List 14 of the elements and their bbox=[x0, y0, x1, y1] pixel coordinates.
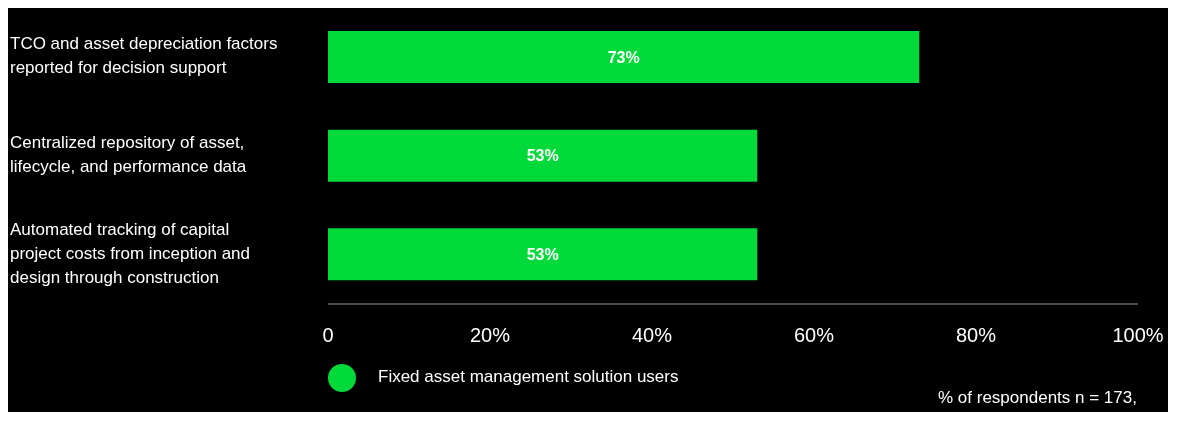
legend-label: Fixed asset management solution users bbox=[378, 367, 679, 387]
x-tick-label: 100% bbox=[1112, 324, 1164, 346]
text: % of respondents n = 173, bbox=[938, 388, 1137, 408]
y-tick-label: Automated tracking of capital project costs from inception and design through construction bbox=[10, 220, 251, 288]
y-tick-label: Centralized repository of asset, lifecycle, and performance data bbox=[10, 133, 247, 177]
x-tick-label: 20% bbox=[469, 324, 511, 346]
x-tick-label: 80% bbox=[955, 324, 997, 346]
x-tick-label: 0 bbox=[322, 324, 334, 346]
x-tick-label: 40% bbox=[631, 324, 673, 346]
y-tick-label: TCO and asset depreciation factors reported for decision support bbox=[10, 34, 278, 78]
data-label: 53% bbox=[526, 246, 559, 264]
data-label: 73% bbox=[607, 48, 640, 66]
x-tick-label: 60% bbox=[793, 324, 835, 346]
data-label: 53% bbox=[526, 147, 559, 165]
